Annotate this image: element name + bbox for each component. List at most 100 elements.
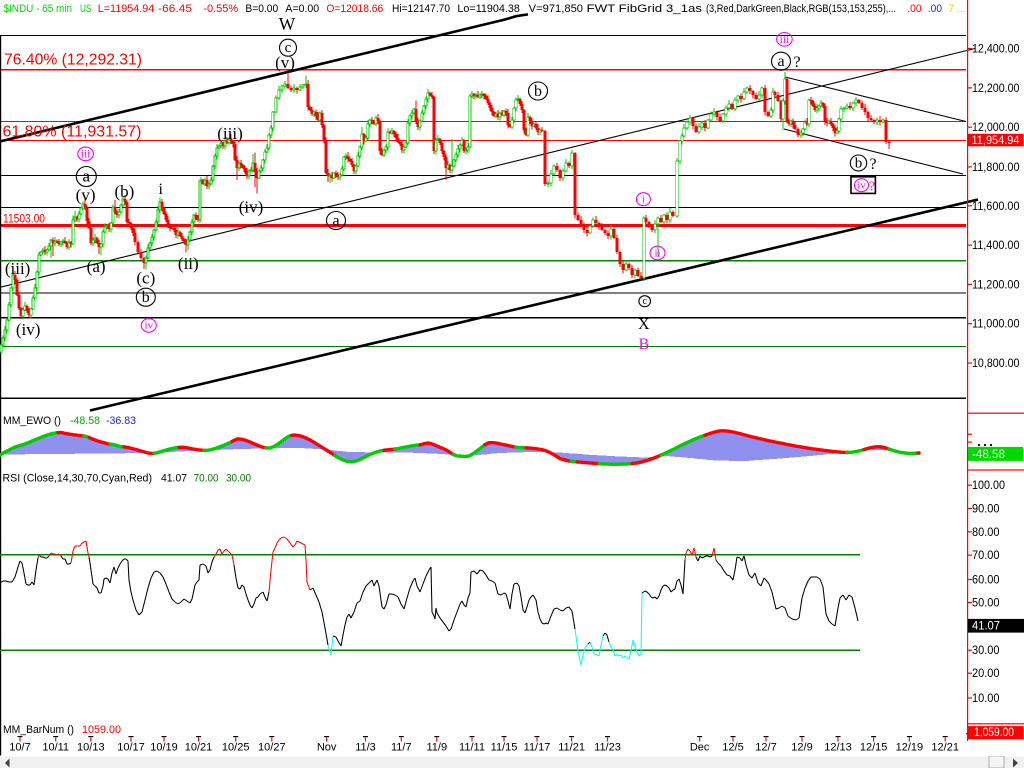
- svg-text:11/3: 11/3: [355, 742, 376, 754]
- svg-text:10/21: 10/21: [185, 742, 213, 754]
- svg-text:Nov: Nov: [317, 742, 337, 754]
- svg-text:10/17: 10/17: [117, 742, 145, 754]
- svg-text:i: i: [642, 194, 645, 206]
- svg-text:X: X: [638, 316, 650, 333]
- svg-text:50.00: 50.00: [972, 598, 1000, 610]
- svg-text:12,400.00: 12,400.00: [972, 44, 1020, 56]
- svg-text:11,200.00: 11,200.00: [972, 279, 1020, 291]
- svg-text:iv: iv: [857, 180, 866, 192]
- svg-text:(ii): (ii): [178, 254, 199, 273]
- svg-text:-36.83: -36.83: [106, 415, 136, 427]
- svg-text:70.00: 70.00: [972, 550, 1000, 562]
- svg-text:11/11: 11/11: [459, 742, 485, 754]
- svg-text:RSI (Close,14,30,70,Cyan,Red): RSI (Close,14,30,70,Cyan,Red): [3, 473, 153, 485]
- svg-text:12/13: 12/13: [824, 742, 852, 754]
- svg-text:b: b: [142, 289, 150, 306]
- svg-text:10,800.00: 10,800.00: [972, 358, 1020, 370]
- svg-text:12/19: 12/19: [896, 742, 924, 754]
- svg-text:76.40% (12,292.31): 76.40% (12,292.31): [4, 52, 142, 69]
- svg-text:100.00: 100.00: [972, 480, 1005, 492]
- svg-text:O=12018.66: O=12018.66: [326, 3, 383, 15]
- svg-text:11,954.94: 11,954.94: [972, 135, 1021, 147]
- svg-text:(c): (c): [136, 269, 155, 288]
- svg-text:10/7: 10/7: [9, 742, 30, 754]
- svg-text:.00: .00: [907, 3, 921, 15]
- svg-text:(v): (v): [76, 186, 96, 205]
- svg-text:61.80% (11,931.57): 61.80% (11,931.57): [3, 124, 142, 141]
- svg-text:11/23: 11/23: [594, 742, 621, 754]
- svg-text:a: a: [332, 212, 339, 229]
- svg-text:MM_BarNum (): MM_BarNum (): [3, 724, 74, 736]
- svg-text:11/15: 11/15: [491, 742, 518, 754]
- svg-text:11/17: 11/17: [524, 742, 551, 754]
- svg-text:?: ?: [793, 54, 800, 71]
- svg-text:80.00: 80.00: [972, 527, 1000, 539]
- svg-text:A=0.00: A=0.00: [285, 3, 319, 15]
- svg-text:a: a: [777, 53, 784, 70]
- svg-text:(iii): (iii): [5, 259, 31, 278]
- svg-text:-0.55%: -0.55%: [203, 3, 238, 15]
- svg-text:11,400.00: 11,400.00: [972, 240, 1020, 252]
- svg-text:L=11954.94: L=11954.94: [98, 3, 155, 15]
- svg-text:10/27: 10/27: [258, 742, 286, 754]
- svg-text:$INDU - 65 min: $INDU - 65 min: [4, 3, 73, 15]
- svg-text:10/11: 10/11: [42, 742, 69, 754]
- svg-text:11,800.00: 11,800.00: [972, 162, 1020, 174]
- svg-text:Lo=11904.38: Lo=11904.38: [457, 3, 520, 15]
- svg-text:(v): (v): [275, 53, 295, 72]
- svg-text:iii: iii: [780, 34, 790, 46]
- svg-text:Dec: Dec: [690, 742, 710, 754]
- svg-text:(a): (a): [87, 257, 106, 276]
- svg-text:11/9: 11/9: [427, 742, 448, 754]
- svg-text:c: c: [285, 40, 292, 56]
- svg-text:B: B: [638, 336, 649, 353]
- svg-text:12,200.00: 12,200.00: [972, 83, 1020, 95]
- svg-text:1,059.00: 1,059.00: [974, 727, 1014, 739]
- svg-text:20.00: 20.00: [972, 668, 1000, 680]
- svg-text:i: i: [158, 181, 163, 198]
- svg-text:12/21: 12/21: [931, 742, 959, 754]
- svg-text:11/7: 11/7: [391, 742, 412, 754]
- svg-text:12/9: 12/9: [791, 742, 812, 754]
- svg-text:11,600.00: 11,600.00: [972, 201, 1020, 213]
- svg-text:41.07: 41.07: [972, 621, 1000, 633]
- svg-text:60.00: 60.00: [972, 575, 1000, 587]
- svg-text:30.00: 30.00: [226, 473, 251, 485]
- svg-text:?: ?: [869, 156, 876, 173]
- svg-text:12/5: 12/5: [722, 742, 743, 754]
- svg-text:1059.00: 1059.00: [82, 724, 121, 736]
- svg-text:-66.45: -66.45: [158, 3, 192, 15]
- svg-text:ii: ii: [654, 247, 660, 259]
- svg-text:?: ?: [869, 180, 875, 195]
- svg-text:W: W: [279, 14, 296, 34]
- svg-text:12,000.00: 12,000.00: [972, 122, 1020, 134]
- svg-text:10/13: 10/13: [77, 742, 105, 754]
- svg-text:90.00: 90.00: [972, 504, 1000, 516]
- svg-text:b: b: [855, 156, 863, 172]
- svg-text:c: c: [642, 296, 647, 307]
- svg-text:11,000.00: 11,000.00: [972, 319, 1020, 331]
- svg-text:Hi=12147.70: Hi=12147.70: [392, 3, 450, 15]
- svg-text:(iv): (iv): [16, 320, 41, 339]
- svg-text:b: b: [534, 83, 542, 100]
- svg-text:iii: iii: [81, 148, 91, 160]
- svg-text:41.07: 41.07: [161, 473, 187, 485]
- svg-text:iv: iv: [145, 320, 154, 332]
- svg-text:30.00: 30.00: [972, 645, 1000, 657]
- svg-text:MM_EWO (): MM_EWO (): [3, 415, 61, 427]
- svg-text:10/25: 10/25: [222, 742, 250, 754]
- svg-text:11/21: 11/21: [558, 742, 585, 754]
- svg-text:B=0.00: B=0.00: [245, 3, 278, 15]
- svg-text:12/15: 12/15: [860, 742, 888, 754]
- svg-text:a: a: [83, 167, 91, 186]
- svg-text:7 ...: 7 ...: [948, 3, 965, 15]
- svg-text:-48.58: -48.58: [972, 449, 1005, 461]
- svg-text:V=971,850: V=971,850: [529, 3, 583, 15]
- svg-text:11503.00: 11503.00: [3, 212, 45, 226]
- svg-text:12/7: 12/7: [755, 742, 776, 754]
- svg-text:10.00: 10.00: [972, 693, 1000, 705]
- svg-text:10/19: 10/19: [150, 742, 178, 754]
- svg-text:(iv): (iv): [239, 198, 264, 217]
- svg-text:(3,Red,DarkGreen,Black,RGB(153: (3,Red,DarkGreen,Black,RGB(153,153,255),…: [706, 3, 896, 15]
- svg-text:FWT FibGrid 3_1as: FWT FibGrid 3_1as: [587, 3, 703, 15]
